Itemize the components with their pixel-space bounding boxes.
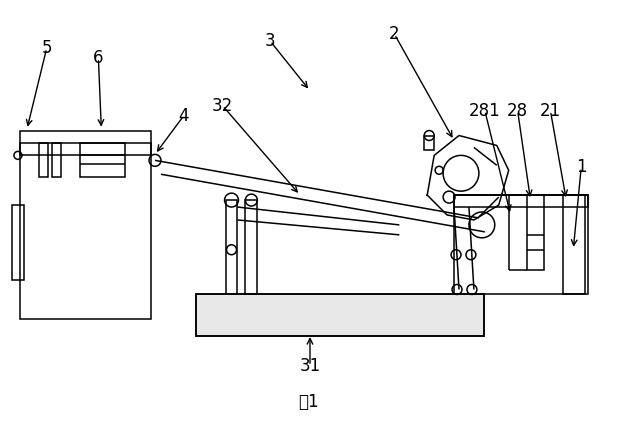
Bar (80, 144, 125, 177)
Bar (454, 195, 588, 295)
Text: 2: 2 (389, 25, 400, 43)
Text: 1: 1 (576, 158, 587, 176)
Text: 21: 21 (540, 102, 561, 120)
Text: 3: 3 (265, 32, 276, 50)
Bar (12, 205, 24, 280)
Bar (454, 195, 588, 207)
Text: 31: 31 (299, 357, 321, 375)
Bar (196, 295, 484, 336)
Text: 32: 32 (212, 97, 233, 115)
Bar (424, 136, 434, 150)
Bar (526, 195, 544, 269)
Bar (20, 144, 151, 156)
Text: 图1: 图1 (297, 393, 318, 411)
Bar (563, 195, 585, 295)
Text: 28: 28 (507, 102, 528, 120)
Bar (226, 200, 238, 295)
Text: 6: 6 (93, 49, 104, 67)
Bar (196, 295, 484, 336)
Bar (246, 200, 257, 295)
Bar (52, 144, 60, 177)
Text: 4: 4 (178, 107, 189, 125)
Text: 281: 281 (469, 102, 501, 120)
Text: 5: 5 (41, 39, 52, 57)
Bar (20, 130, 151, 319)
Bar (39, 144, 48, 177)
